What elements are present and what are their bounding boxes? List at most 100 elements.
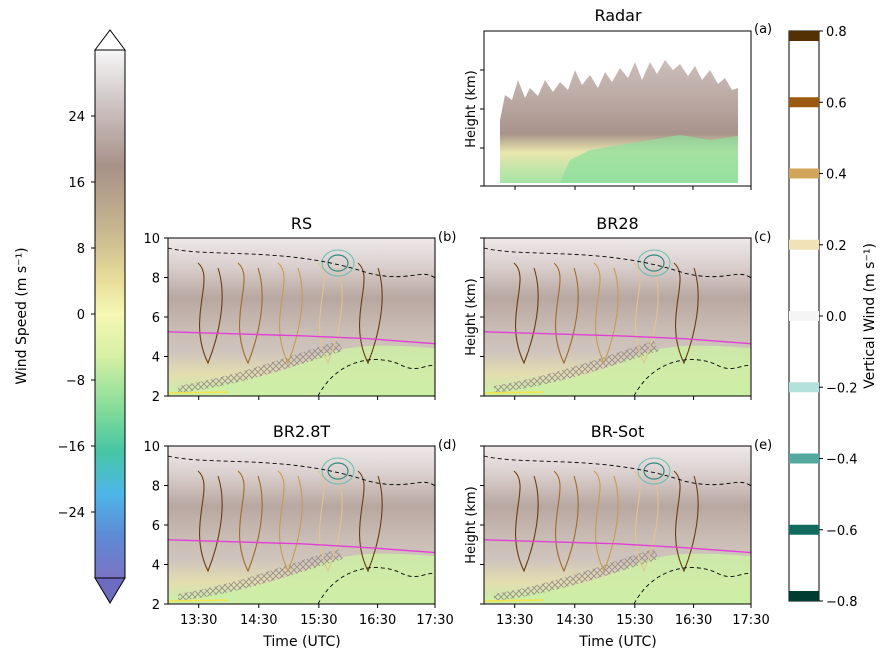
vertical-wind-contour	[633, 262, 659, 365]
panel-letter-a: (a)	[754, 22, 772, 37]
freezing-level-line	[483, 539, 752, 554]
vertical-wind-contour	[553, 262, 579, 365]
vertical-wind-level-band	[789, 311, 819, 321]
low-level-wind-field	[484, 345, 751, 396]
x-tick-label: 14:30	[556, 613, 593, 628]
low-level-wind-field	[484, 553, 751, 604]
x-axis-label-left: Time (UTC)	[262, 634, 340, 650]
y-axis-label: Height (km)	[464, 278, 479, 355]
x-tick-label: 17:30	[416, 613, 453, 628]
y-tick-label: 10	[143, 440, 160, 455]
vertical-wind-tick-label: −0.2	[826, 381, 858, 396]
x-tick-label: 17:30	[732, 613, 769, 628]
panel-radar: Radar (a) Height (km)	[464, 6, 772, 190]
surface-line	[483, 391, 545, 394]
wind-speed-colorbar-extend-top	[94, 29, 126, 51]
y-tick-label: 10	[143, 232, 160, 247]
radar-x-ticks	[514, 186, 752, 190]
dashed-contour	[317, 567, 436, 605]
y-tick-label: 8	[152, 272, 160, 287]
dashed-contour	[167, 455, 436, 487]
vertical-wind-level-band	[789, 97, 819, 108]
downdraft-contour	[643, 254, 665, 272]
wind-speed-tick-label: 8	[77, 242, 85, 257]
downdraft-contour	[321, 249, 355, 277]
wind-speed-tick-label: −24	[58, 506, 85, 521]
panel-br-sot: BR-Sot (e) Height (km) 13:30 14:30 15:30 16:30…	[464, 422, 772, 628]
hatched-region	[494, 549, 659, 601]
downdraft-contour	[321, 457, 355, 485]
x-tick-label: 13:30	[496, 613, 533, 628]
vertical-wind-level-band	[789, 31, 819, 41]
panel-rs: RS (b) 2 4 6 8 10	[143, 214, 456, 405]
y-tick-label: 6	[152, 519, 160, 534]
vertical-wind-contour	[633, 470, 659, 573]
y-tick-label: 4	[152, 351, 160, 366]
vertical-wind-tick-label: 0.2	[826, 239, 847, 254]
x-tick-label: 13:30	[180, 613, 217, 628]
wind-speed-tick-label: 24	[68, 110, 85, 125]
low-level-wind-field	[168, 553, 435, 604]
hatched-region	[178, 341, 343, 393]
dashed-contour	[633, 567, 752, 605]
vertical-wind-contour	[673, 470, 699, 573]
panel-title: BR-Sot	[591, 422, 644, 441]
dashed-contour	[483, 247, 752, 279]
wind-speed-colorbar: 24 16 8 0 −8 −16 −24 Wind Speed (m s⁻¹)	[14, 29, 126, 604]
vertical-wind-tick-label: 0.8	[826, 25, 847, 40]
surface-line	[167, 599, 229, 602]
wind-speed-tick-label: −16	[58, 440, 85, 455]
panel-title: RS	[291, 214, 312, 233]
wind-speed-colorbar-label: Wind Speed (m s⁻¹)	[14, 247, 30, 384]
y-tick-label: 4	[152, 559, 160, 574]
vertical-wind-level-band	[789, 382, 819, 393]
panel-title: BR2.8T	[273, 422, 331, 441]
vertical-wind-contour	[513, 470, 539, 573]
surface-line	[167, 391, 229, 394]
radar-y-ticks	[480, 69, 484, 187]
hatched-region	[178, 549, 343, 601]
vertical-wind-level-band	[789, 453, 819, 464]
downdraft-contour	[637, 249, 671, 277]
vertical-wind-level-band	[789, 591, 819, 601]
radar-low-echo	[560, 135, 738, 183]
x-axis-label-right: Time (UTC)	[578, 634, 656, 650]
x-tick-label: 16:30	[359, 613, 396, 628]
vertical-wind-contour	[513, 262, 539, 365]
freezing-level-line	[167, 331, 436, 345]
vertical-wind-contour	[277, 470, 303, 573]
dashed-contour	[483, 455, 752, 487]
vertical-wind-contour	[553, 470, 579, 573]
vertical-wind-contour	[197, 470, 223, 573]
wind-speed-tick-label: −8	[66, 374, 85, 389]
panel-br2-8t: BR2.8T (d) 2 4 6 8 10 13:30 14:30 15:30 16:30 17:30	[143, 422, 456, 628]
vertical-wind-contour	[357, 262, 383, 365]
low-level-wind-field	[168, 345, 435, 396]
panel-letter: (b)	[438, 230, 456, 245]
panel-title: BR28	[596, 214, 638, 233]
x-tick-label: 15:30	[616, 613, 653, 628]
vertical-wind-tick-label: −0.4	[826, 453, 858, 468]
panel-letter: (d)	[438, 438, 456, 453]
wind-speed-colorbar-extend-bottom	[94, 577, 126, 604]
wind-speed-tick-label: 0	[77, 308, 85, 323]
radar-y-label: Height (km)	[464, 70, 479, 147]
wind-speed-tick-label: 16	[68, 176, 85, 191]
panel-letter: (c)	[754, 230, 771, 245]
vertical-wind-contour	[357, 470, 383, 573]
y-tick-label: 6	[152, 311, 160, 326]
freezing-level-line	[483, 331, 752, 345]
downdraft-contour	[327, 462, 349, 480]
vertical-wind-colorbar: 0.8 0.6 0.4 0.2 0.0 −0.2 −0.4 −0.6 −0.8 Vertical…	[788, 25, 878, 610]
x-tick-label: 16:30	[675, 613, 712, 628]
vertical-wind-tick-label: 0.4	[826, 168, 847, 183]
vertical-wind-colorbar-label: Vertical Wind (m s⁻¹)	[862, 243, 878, 389]
wind-speed-colorbar-body	[94, 49, 126, 579]
surface-line	[483, 599, 545, 602]
y-tick-label: 8	[152, 480, 160, 495]
vertical-wind-contour	[317, 262, 343, 365]
vertical-wind-contour	[593, 262, 619, 365]
panel-br28: BR28 (c) Height (km)	[464, 214, 771, 400]
vertical-wind-tick-label: −0.6	[826, 524, 858, 539]
